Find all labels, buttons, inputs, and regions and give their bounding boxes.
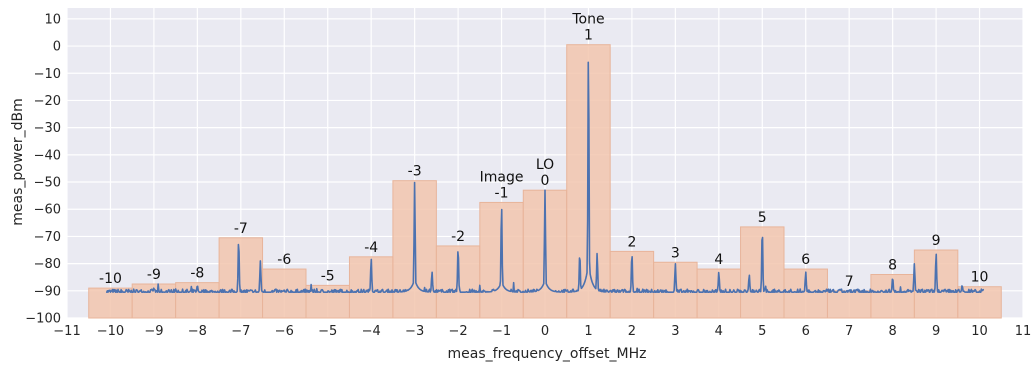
- annotation-label: Tone: [571, 12, 604, 28]
- power-bin-bar: [826, 290, 872, 319]
- y-tick-label: −90: [34, 284, 61, 299]
- y-tick-label: 10: [44, 12, 61, 27]
- x-tick-label: 5: [758, 324, 766, 339]
- x-tick-label: 8: [888, 324, 896, 339]
- y-tick-labels: 10 0 −10 −20 −30 −40 −50 −60 −70 −80 −90 −100: [25, 12, 61, 326]
- x-tick-label: −1: [492, 324, 511, 339]
- bin-index-label: -4: [364, 240, 378, 256]
- x-tick-label: −2: [449, 324, 468, 339]
- x-tick-label: −3: [405, 324, 424, 339]
- power-bin-bar: [218, 237, 264, 319]
- x-tick-label: −8: [188, 324, 207, 339]
- bin-index-label: 7: [845, 274, 854, 290]
- power-bin-bar: [88, 287, 133, 319]
- x-tick-label: 9: [932, 324, 940, 339]
- signal-annotations: Image LO Tone: [480, 12, 605, 186]
- x-tick-label: −5: [318, 324, 337, 339]
- bin-index-label: 6: [801, 252, 810, 268]
- spectrum-trace: [105, 61, 985, 293]
- x-tick-label: 4: [715, 324, 723, 339]
- x-tick-label: 3: [671, 324, 679, 339]
- bin-index-label: 3: [671, 245, 680, 261]
- x-tick-label: 11: [1015, 324, 1032, 339]
- bin-index-label: 2: [627, 234, 636, 250]
- y-tick-label: −100: [25, 312, 61, 327]
- bin-index-label: 10: [971, 270, 989, 286]
- x-tick-label: 2: [628, 324, 636, 339]
- bin-index-label: -5: [321, 268, 335, 284]
- bin-index-label: 4: [714, 252, 723, 268]
- bin-index-label: -6: [277, 252, 291, 268]
- x-tick-labels: −11 −10 −9 −8 −7 −6 −5 −4 −3 −2 −1 0 1 2 3 4 5 6 7 8 9 10 11: [53, 324, 1031, 339]
- x-tick-label: −10: [97, 324, 124, 339]
- y-tick-label: −20: [34, 94, 61, 109]
- y-tick-label: −10: [34, 67, 61, 82]
- bin-index-label: -7: [234, 221, 248, 237]
- y-tick-label: −70: [34, 230, 61, 245]
- y-tick-label: −50: [34, 176, 61, 191]
- annotation-label: Image: [480, 169, 524, 185]
- x-tick-label: −9: [144, 324, 163, 339]
- bin-index-label: 1: [584, 28, 593, 44]
- x-tick-label: −6: [275, 324, 294, 339]
- y-tick-label: −80: [34, 257, 61, 272]
- x-tick-label: 10: [971, 324, 988, 339]
- y-tick-label: −40: [34, 148, 61, 163]
- spectrum-trace-line: [105, 61, 985, 293]
- bin-index-label: -10: [99, 271, 122, 287]
- y-tick-label: 0: [53, 40, 61, 55]
- bin-index-label: 9: [932, 233, 941, 249]
- bin-index-label: -3: [408, 164, 422, 180]
- x-axis-label: meas_frequency_offset_MHz: [448, 346, 647, 362]
- power-bin-bar: [696, 268, 742, 319]
- bin-index-label: -8: [190, 266, 204, 282]
- bin-index-label: -9: [147, 267, 161, 283]
- x-tick-label: 0: [541, 324, 549, 339]
- x-tick-label: 1: [584, 324, 592, 339]
- bin-index-label: 5: [758, 210, 767, 226]
- bin-index-label: 0: [541, 173, 550, 189]
- x-tick-label: −7: [231, 324, 250, 339]
- y-tick-label: −30: [34, 121, 61, 136]
- x-tick-label: 6: [802, 324, 810, 339]
- bin-index-label: -2: [451, 229, 465, 245]
- y-axis-label: meas_power_dBm: [10, 98, 26, 226]
- bin-index-label: -1: [495, 185, 509, 201]
- x-tick-label: 7: [845, 324, 853, 339]
- x-tick-label: −11: [53, 324, 80, 339]
- power-bin-bar: [262, 268, 307, 319]
- x-tick-label: −4: [362, 324, 381, 339]
- annotation-label: LO: [536, 157, 554, 173]
- y-tick-label: −60: [34, 203, 61, 218]
- bin-index-label: 8: [888, 257, 897, 273]
